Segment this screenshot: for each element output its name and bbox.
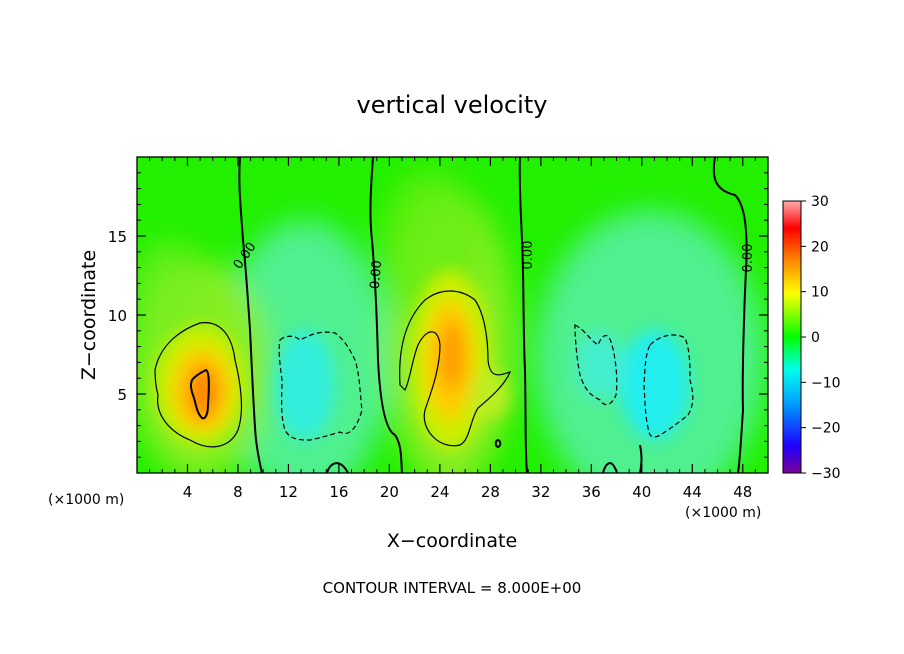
colorbar-tick-label: −20	[811, 421, 841, 437]
x-tick-label: 48	[733, 483, 752, 501]
x-tick-label: 44	[683, 483, 702, 501]
x-tick-label: 32	[531, 483, 550, 501]
chart-title: vertical velocity	[357, 91, 548, 119]
x-tick-label: 8	[233, 483, 243, 501]
contour-lines	[154, 157, 748, 473]
x-tick-label: 40	[632, 483, 651, 501]
x-tick-label: 4	[183, 483, 193, 501]
colorbar-tick-label: 20	[811, 239, 829, 255]
x-unit-right: (×1000 m)	[685, 505, 761, 521]
heatmap-field: 0.00 0.00 0.00 0.00	[137, 157, 768, 473]
x-axis-label: X−coordinate	[387, 530, 517, 552]
colorbar-tick-label: 30	[811, 194, 829, 210]
contour-label: 0.00	[521, 241, 536, 270]
colorbar-tick-label: −30	[811, 466, 841, 482]
y-tick-label: 5	[117, 386, 127, 404]
colorbar: 30 20 10 0 −10 −20 −30	[782, 194, 841, 482]
x-tick-label: 12	[279, 483, 298, 501]
contour-label: 0.00	[368, 260, 385, 290]
x-tick-label: 36	[582, 483, 601, 501]
x-tick-label: 28	[481, 483, 500, 501]
x-tick-label: 24	[430, 483, 449, 501]
y-tick-label: 10	[108, 307, 127, 325]
y-axis-label: Z−coordinate	[78, 250, 100, 380]
y-axis: 5 10 15	[108, 172, 768, 458]
contour-label: 0.00	[741, 244, 756, 273]
x-tick-label: 20	[380, 483, 399, 501]
colorbar-tick-label: 10	[811, 285, 829, 301]
x-axis: 4 8 12 16 20 24 28 32 36 40 44 48	[149, 157, 756, 501]
x-unit-left: (×1000 m)	[48, 492, 124, 508]
y-tick-label: 15	[108, 228, 127, 246]
x-tick-label: 16	[329, 483, 348, 501]
colorbar-tick-label: −10	[811, 375, 841, 391]
colorbar-ticks: 30 20 10 0 −10 −20 −30	[801, 194, 841, 482]
colorbar-tick-label: 0	[811, 330, 820, 346]
contour-interval-note: CONTOUR INTERVAL = 8.000E+00	[323, 579, 582, 597]
colorbar-gradient	[782, 200, 802, 474]
